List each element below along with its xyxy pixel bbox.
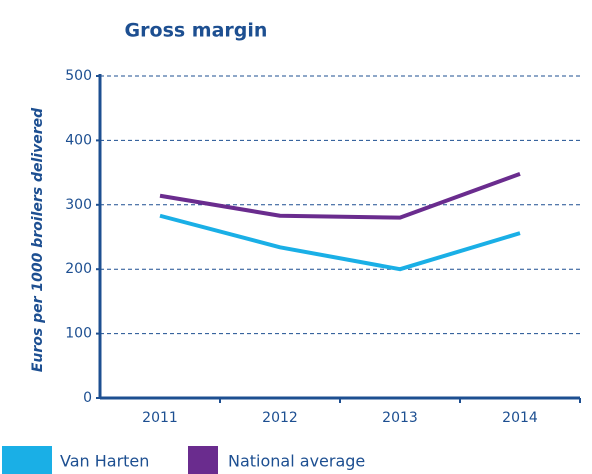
y-tick-label: 0 bbox=[83, 390, 92, 406]
legend-swatch bbox=[188, 446, 218, 474]
x-tick-label: 2012 bbox=[262, 410, 298, 426]
y-tick-label: 100 bbox=[65, 326, 92, 342]
x-tick-label: 2013 bbox=[382, 410, 418, 426]
y-tick-label: 500 bbox=[65, 68, 92, 84]
legend-label: Van Harten bbox=[60, 452, 149, 471]
y-axis-label: Euros per 1000 broilers delivered bbox=[30, 107, 46, 372]
x-tick-label: 2011 bbox=[142, 410, 178, 426]
legend-swatch bbox=[2, 446, 52, 474]
y-tick-label: 200 bbox=[65, 261, 92, 277]
y-tick-label: 400 bbox=[65, 132, 92, 148]
line-series bbox=[159, 213, 521, 272]
legend-label: National average bbox=[228, 452, 365, 471]
y-tick-label: 300 bbox=[65, 197, 92, 213]
line-series bbox=[159, 172, 521, 220]
x-tick-label: 2014 bbox=[502, 410, 538, 426]
chart-title: Gross margin bbox=[125, 20, 268, 42]
